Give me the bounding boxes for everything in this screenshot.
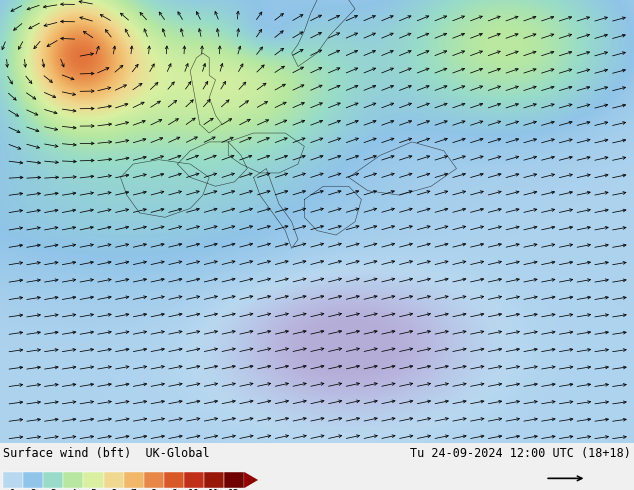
Text: 11: 11 bbox=[208, 489, 220, 490]
Text: Surface wind (bft)  UK-Global: Surface wind (bft) UK-Global bbox=[3, 447, 210, 460]
Bar bbox=[164, 472, 184, 488]
Bar bbox=[63, 472, 84, 488]
Bar bbox=[84, 472, 103, 488]
Polygon shape bbox=[244, 472, 258, 488]
Text: 9: 9 bbox=[171, 489, 177, 490]
Text: 5: 5 bbox=[91, 489, 96, 490]
Bar bbox=[43, 472, 63, 488]
Text: 4: 4 bbox=[70, 489, 76, 490]
Text: 7: 7 bbox=[131, 489, 136, 490]
Text: 6: 6 bbox=[111, 489, 117, 490]
Bar bbox=[23, 472, 43, 488]
Text: 8: 8 bbox=[151, 489, 157, 490]
Bar bbox=[204, 472, 224, 488]
Text: 3: 3 bbox=[51, 489, 56, 490]
Text: 12: 12 bbox=[228, 489, 240, 490]
Bar bbox=[144, 472, 164, 488]
Text: 10: 10 bbox=[188, 489, 200, 490]
Bar bbox=[124, 472, 144, 488]
Text: Tu 24-09-2024 12:00 UTC (18+18): Tu 24-09-2024 12:00 UTC (18+18) bbox=[410, 447, 631, 460]
Text: 2: 2 bbox=[30, 489, 36, 490]
Bar bbox=[103, 472, 124, 488]
Bar bbox=[184, 472, 204, 488]
Bar bbox=[3, 472, 23, 488]
Text: 1: 1 bbox=[10, 489, 16, 490]
Bar bbox=[224, 472, 244, 488]
